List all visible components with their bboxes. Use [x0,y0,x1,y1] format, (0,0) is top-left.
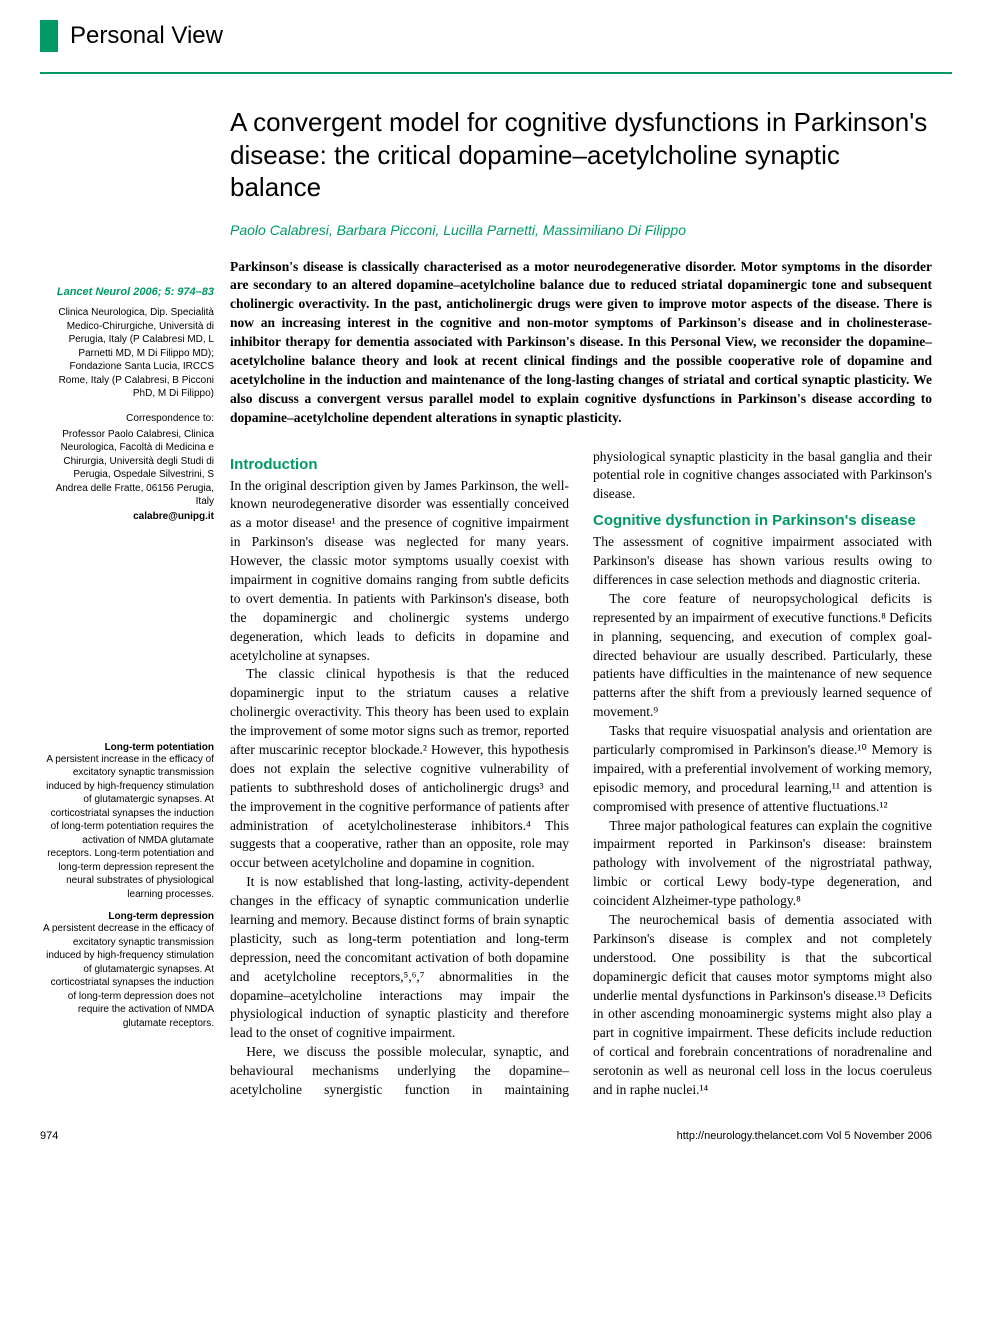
main-column: A convergent model for cognitive dysfunc… [230,106,932,1100]
correspondence-address: Professor Paolo Calabresi, Clinica Neuro… [40,428,214,509]
glossary-def-ltp: A persistent increase in the efficacy of… [40,753,214,902]
page-footer: 974 http://neurology.thelancet.com Vol 5… [0,1100,992,1162]
correspondence-email: calabre@unipg.it [40,511,214,522]
article-title: A convergent model for cognitive dysfunc… [230,106,932,204]
affiliations: Clinica Neurologica, Dip. Specialità Med… [40,306,214,401]
citation: Lancet Neurol 2006; 5: 974–83 [40,286,214,298]
left-sidebar: Lancet Neurol 2006; 5: 974–83 Clinica Ne… [40,106,230,1100]
intro-paragraph-3: It is now established that long-lasting,… [230,873,569,1043]
cog-paragraph-5: The neurochemical basis of dementia asso… [593,911,932,1100]
glossary-term-ltd: Long-term depression [40,911,214,922]
author-list: Paolo Calabresi, Barbara Picconi, Lucill… [230,222,932,238]
intro-paragraph-2: The classic clinical hypothesis is that … [230,665,569,873]
cog-paragraph-2: The core feature of neuropsychological d… [593,590,932,722]
section-label: Personal View [70,22,223,50]
glossary-def-ltd: A persistent decrease in the efficacy of… [40,922,214,1030]
header-bar: Personal View [0,0,992,64]
content-area: Lancet Neurol 2006; 5: 974–83 Clinica Ne… [0,106,992,1100]
cog-paragraph-4: Three major pathological features can ex… [593,817,932,911]
footer-source: http://neurology.thelancet.com Vol 5 Nov… [677,1130,932,1142]
heading-cognitive: Cognitive dysfunction in Parkinson's dis… [593,512,932,529]
body-columns: Introduction In the original description… [230,448,932,1100]
intro-paragraph-1: In the original description given by Jam… [230,477,569,666]
glossary-block: Long-term potentiation A persistent incr… [40,742,214,1031]
page-number: 974 [40,1130,58,1142]
glossary-term-ltp: Long-term potentiation [40,742,214,753]
header-divider [40,72,952,74]
heading-introduction: Introduction [230,456,569,473]
accent-block [40,20,58,52]
correspondence-label: Correspondence to: [40,413,214,424]
page-container: Personal View Lancet Neurol 2006; 5: 974… [0,0,992,1162]
cog-paragraph-3: Tasks that require visuospatial analysis… [593,722,932,816]
cog-paragraph-1: The assessment of cognitive impairment a… [593,533,932,590]
abstract: Parkinson's disease is classically chara… [230,258,932,428]
